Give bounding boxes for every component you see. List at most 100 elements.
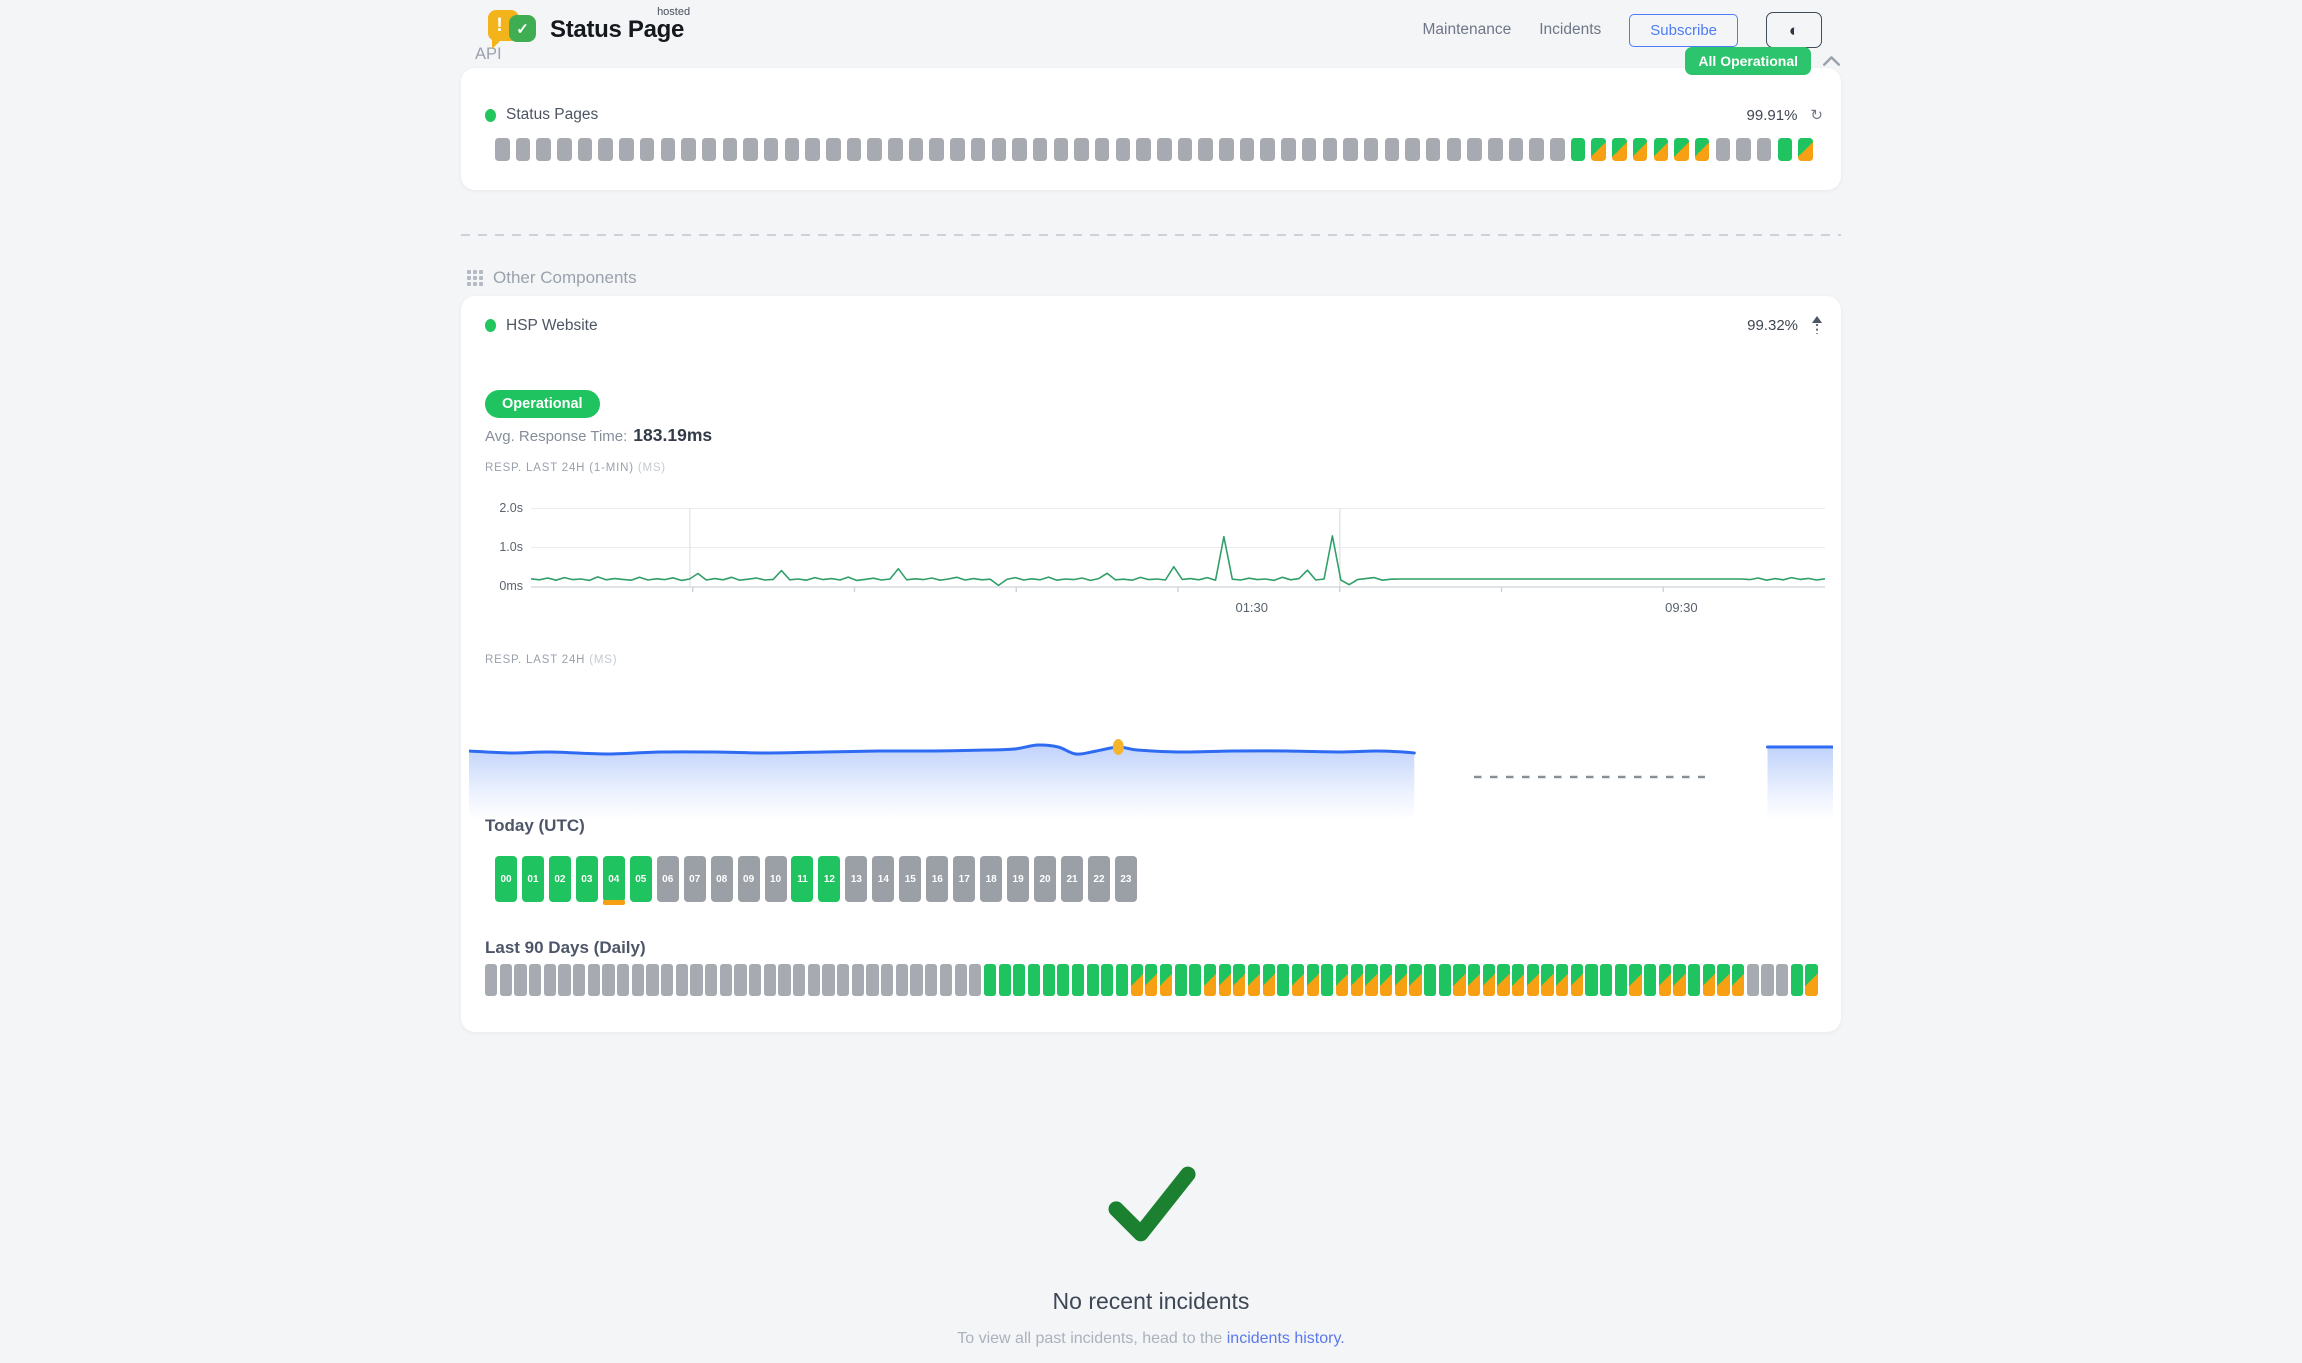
last-90-days-bar — [573, 964, 586, 996]
api-uptime-strip-bar — [1343, 138, 1358, 161]
no-incidents-check — [0, 1162, 2302, 1253]
api-uptime-strip-bar — [1301, 138, 1317, 161]
api-uptime-strip-bar — [1550, 138, 1565, 161]
last-90-days-bar — [1130, 964, 1143, 996]
last-90-days-bar — [617, 964, 630, 996]
api-uptime-strip-bar — [1363, 138, 1379, 161]
last-90-days-bar — [1350, 964, 1363, 996]
y-axis-label: 2.0s — [499, 501, 523, 515]
subscribe-button[interactable]: Subscribe — [1629, 13, 1738, 47]
api-uptime-strip-bar — [1591, 138, 1606, 161]
last-90-days-bar — [1189, 964, 1202, 996]
last-90-days-bar — [749, 964, 762, 996]
no-incidents-subtext: To view all past incidents, head to the … — [957, 1330, 1345, 1347]
x-axis-label: 09:30 — [1665, 600, 1698, 615]
api-uptime-strip-bar — [1115, 138, 1131, 161]
api-uptime-strip-bar — [1653, 138, 1668, 161]
api-uptime-strip-bar — [1632, 138, 1648, 161]
last-90-days-bar — [1805, 964, 1818, 996]
last-90-days-bar — [485, 964, 498, 996]
y-axis-label: 0ms — [499, 579, 523, 593]
no-incidents-title: No recent incidents — [1052, 1288, 1250, 1314]
last-90-days-bar — [1438, 964, 1451, 996]
hour-block-07: 07 — [683, 856, 706, 902]
hour-block-18: 18 — [980, 856, 1003, 902]
last-90-days-bar — [558, 964, 571, 996]
api-uptime-strip-bar — [1488, 138, 1503, 161]
last-90-days-bar — [1057, 964, 1070, 996]
response-area-chart-block — [467, 698, 1835, 828]
api-uptime-strip-bar — [1198, 138, 1213, 161]
api-uptime-strip-bar — [908, 138, 924, 161]
api-uptime-strip-bar — [1570, 138, 1586, 161]
api-uptime-strip-bar — [639, 138, 655, 161]
refresh-icon[interactable]: ↻ — [1810, 106, 1823, 124]
last-90-days-bar — [675, 964, 688, 996]
last-90-days-bar — [1556, 964, 1569, 996]
api-uptime-strip-bar — [1177, 138, 1193, 161]
api-uptime-strip-bar — [1715, 138, 1731, 161]
api-uptime-strip-bar — [743, 138, 758, 161]
overall-status-badge: All Operational — [1685, 47, 1811, 75]
api-uptime-strip-bar — [1136, 138, 1151, 161]
brand-logo[interactable]: ! ✓ Status Page hosted — [488, 6, 690, 52]
last-90-days-bar — [1585, 964, 1598, 996]
grid-icon — [467, 270, 483, 286]
api-uptime-strip-bar — [763, 138, 779, 161]
theme-toggle-button[interactable]: ◐ — [1766, 12, 1822, 48]
hour-block-11: 11 — [791, 856, 814, 902]
last-90-days-bar — [1600, 964, 1613, 996]
last-90-days-bar — [939, 964, 953, 996]
last-90-days-bar — [1512, 964, 1525, 996]
last-90-days-bar — [1233, 964, 1246, 996]
nav-incidents[interactable]: Incidents — [1539, 21, 1602, 38]
last-90-days-bar — [1174, 964, 1187, 996]
today-hour-blocks: 00 01 02 03 04 05 06 07 08 09 10 11 12 13 14 15 16 17 18 19… — [495, 856, 1137, 905]
status-dot-green — [485, 319, 496, 332]
last-90-days-bar — [1717, 964, 1730, 996]
hour-block-09: 09 — [737, 856, 760, 902]
api-uptime-strip-bar — [1756, 138, 1772, 161]
last-90-days-bar — [1145, 964, 1158, 996]
api-uptime-strip-bar — [1674, 138, 1689, 161]
last-90-days-bar — [763, 964, 776, 996]
status-page-logo-icon: ! ✓ — [488, 8, 538, 52]
chevron-up-icon[interactable] — [1823, 56, 1840, 66]
api-uptime-strip-bar — [1405, 138, 1420, 161]
last-90-days-bar — [1101, 964, 1114, 996]
section-divider — [461, 234, 1841, 236]
api-uptime-strip-bar — [991, 138, 1006, 161]
last-90-days-bar — [543, 964, 556, 996]
last-90-days-bar — [1409, 964, 1422, 996]
last-90-days-bar — [661, 964, 674, 996]
api-uptime-strip-bar — [888, 138, 903, 161]
today-utc-title: Today (UTC) — [485, 816, 585, 835]
api-uptime-strip-bar — [846, 138, 862, 161]
x-axis-labels: 01:30 09:30 — [531, 600, 1825, 618]
last-90-days-bar — [1218, 964, 1231, 996]
last-90-days-bar — [719, 964, 732, 996]
last-90-days-bar — [895, 964, 908, 996]
api-uptime-strip-bar — [1467, 138, 1482, 161]
big-checkmark-icon — [1108, 1166, 1196, 1242]
last-90-days-bar — [881, 964, 894, 996]
hour-block-01: 01 — [521, 856, 544, 902]
last-90-days-bar — [866, 964, 879, 996]
last-90-days-bar — [910, 964, 923, 996]
last-90-days-bar — [1203, 964, 1217, 996]
api-uptime-strip-bar — [577, 138, 593, 161]
hour-block-13: 13 — [845, 856, 868, 902]
incidents-history-link[interactable]: incidents history. — [1226, 1330, 1345, 1347]
hour-block-00: 00 — [495, 856, 517, 902]
nav-maintenance[interactable]: Maintenance — [1422, 21, 1512, 38]
line-plot — [530, 508, 1826, 596]
api-uptime-strip-bar — [1612, 138, 1627, 161]
hour-block-05: 05 — [629, 856, 652, 902]
last-90-days-bar — [1761, 964, 1774, 996]
component-name: HSP Website — [506, 316, 598, 334]
last-90-days-bar — [1013, 964, 1026, 996]
last-90-days-bar — [1658, 964, 1671, 996]
header — [0, 0, 2302, 46]
last-90-days-bar — [587, 964, 600, 996]
api-uptime-strip-bar — [1032, 138, 1048, 161]
